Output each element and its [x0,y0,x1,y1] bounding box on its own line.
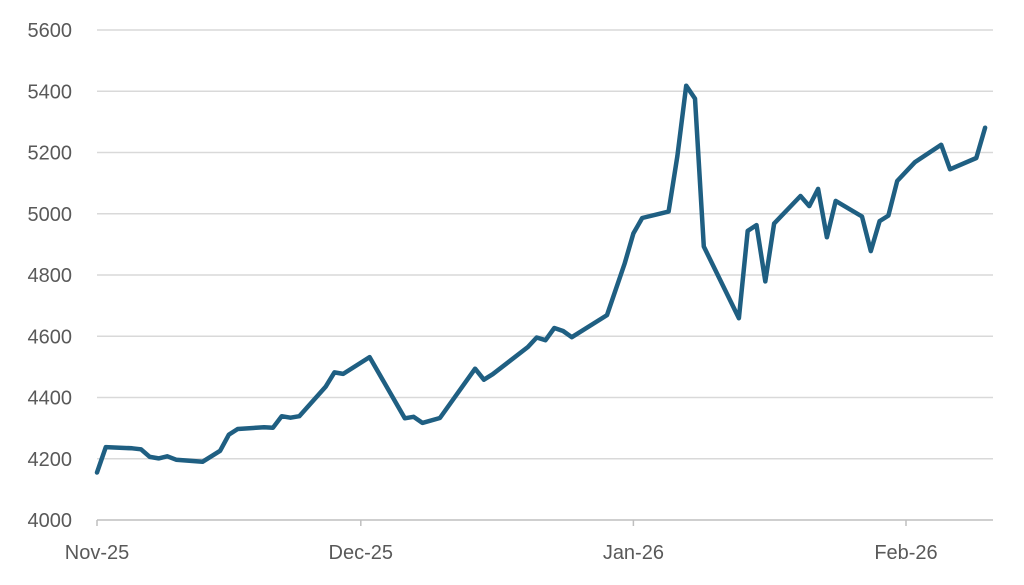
x-axis-ticks: Nov-25 Dec-25 Jan-26 Feb-26 [65,520,938,564]
y-tick-label: 4800 [28,265,73,287]
y-tick-label: 4600 [28,326,73,348]
y-axis-tick-labels: 4000 4200 4400 4600 4800 5000 5200 5400 5600 [28,20,73,532]
y-tick-label: 5400 [28,81,73,103]
x-tick-label: Feb-26 [874,542,937,564]
x-tick-label: Nov-25 [65,542,129,564]
y-tick-label: 4400 [28,388,73,410]
y-tick-label: 5600 [28,20,73,42]
y-tick-label: 5000 [28,204,73,226]
y-tick-label: 4200 [28,449,73,471]
x-tick-label: Dec-25 [329,542,393,564]
y-tick-label: 5200 [28,143,73,165]
series-group [94,83,988,475]
series-line [94,83,988,475]
y-tick-label: 4000 [28,510,73,532]
x-tick-label: Jan-26 [603,542,664,564]
gridlines [97,29,993,460]
